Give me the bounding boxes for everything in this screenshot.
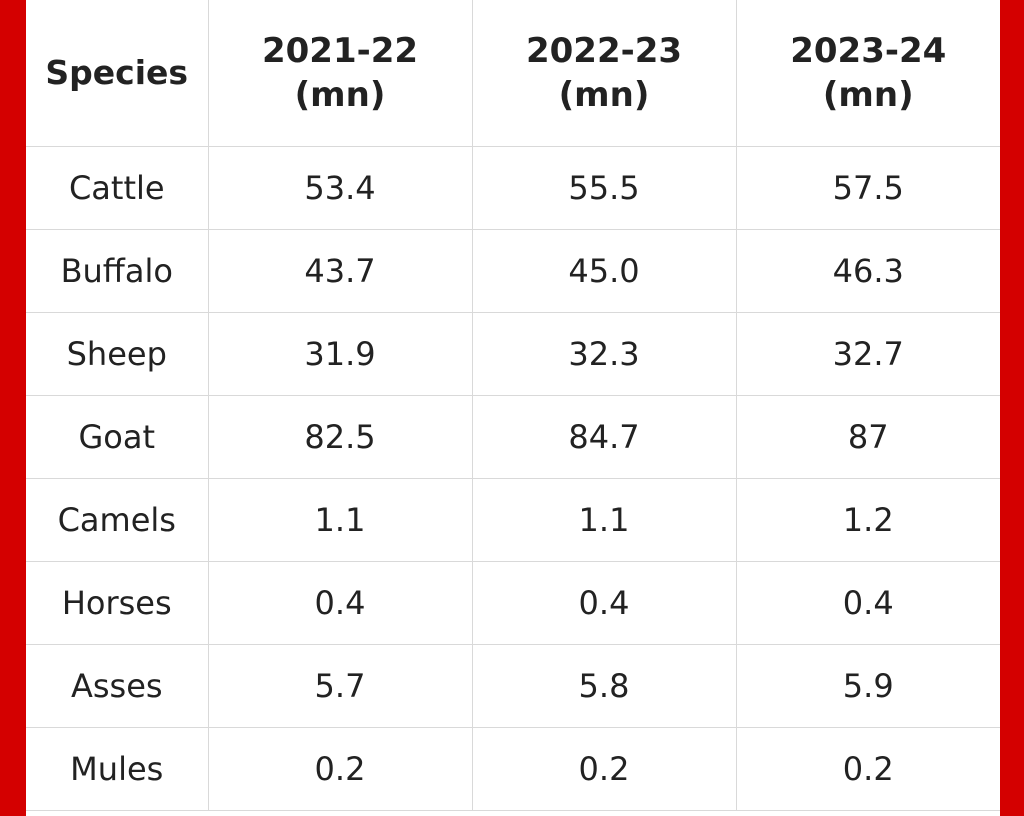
value-cell: 53.4 bbox=[207, 146, 473, 230]
value-cell: 0.4 bbox=[471, 561, 737, 645]
value-cell: 5.9 bbox=[735, 644, 1000, 728]
table-row: Mules 0.2 0.2 0.2 bbox=[26, 727, 1000, 811]
value-cell: 1.1 bbox=[471, 478, 737, 562]
table-row: Sheep 31.9 32.3 32.7 bbox=[26, 312, 1000, 396]
header-unit: (mn) bbox=[822, 75, 914, 115]
species-cell: Cattle bbox=[26, 146, 209, 230]
header-year: 2022-23 bbox=[525, 30, 683, 71]
value-cell: 0.2 bbox=[207, 727, 473, 811]
value-cell: 82.5 bbox=[207, 395, 473, 479]
species-cell: Camels bbox=[26, 478, 209, 562]
value-cell: 31.9 bbox=[207, 312, 473, 396]
value-cell: 55.5 bbox=[471, 146, 737, 230]
value-cell: 43.7 bbox=[207, 229, 473, 313]
species-cell: Buffalo bbox=[26, 229, 209, 313]
table-panel: Species 2021-22 (mn) 2022-23 (mn) 2023-2… bbox=[26, 0, 1000, 816]
species-cell: Sheep bbox=[26, 312, 209, 396]
value-cell: 0.4 bbox=[735, 561, 1000, 645]
table-row: Cattle 53.4 55.5 57.5 bbox=[26, 146, 1000, 230]
header-year: 2021-22 bbox=[261, 30, 419, 71]
value-cell: 46.3 bbox=[735, 229, 1000, 313]
header-unit: (mn) bbox=[294, 75, 386, 115]
species-cell: Mules bbox=[26, 727, 209, 811]
table-row: Horses 0.4 0.4 0.4 bbox=[26, 561, 1000, 645]
value-cell: 32.3 bbox=[471, 312, 737, 396]
value-cell: 5.8 bbox=[471, 644, 737, 728]
species-cell: Horses bbox=[26, 561, 209, 645]
header-2023-24: 2023-24 (mn) bbox=[735, 0, 1000, 147]
value-cell: 0.4 bbox=[207, 561, 473, 645]
header-species: Species bbox=[26, 0, 209, 147]
table-row: Camels 1.1 1.1 1.2 bbox=[26, 478, 1000, 562]
value-cell: 0.2 bbox=[735, 727, 1000, 811]
table-row: Goat 82.5 84.7 87 bbox=[26, 395, 1000, 479]
header-2022-23: 2022-23 (mn) bbox=[471, 0, 737, 147]
value-cell: 0.2 bbox=[471, 727, 737, 811]
header-year: 2023-24 bbox=[790, 30, 947, 71]
value-cell: 32.7 bbox=[735, 312, 1000, 396]
value-cell: 45.0 bbox=[471, 229, 737, 313]
value-cell: 84.7 bbox=[471, 395, 737, 479]
species-cell: Goat bbox=[26, 395, 209, 479]
header-unit: (mn) bbox=[558, 75, 650, 115]
table-row: Asses 5.7 5.8 5.9 bbox=[26, 644, 1000, 728]
header-2021-22: 2021-22 (mn) bbox=[207, 0, 473, 147]
value-cell: 57.5 bbox=[735, 146, 1000, 230]
species-cell: Asses bbox=[26, 644, 209, 728]
value-cell: 1.1 bbox=[207, 478, 473, 562]
header-row: Species 2021-22 (mn) 2022-23 (mn) 2023-2… bbox=[26, 0, 1000, 147]
value-cell: 87 bbox=[735, 395, 1000, 479]
value-cell: 1.2 bbox=[735, 478, 1000, 562]
value-cell: 5.7 bbox=[207, 644, 473, 728]
livestock-population-table: Species 2021-22 (mn) 2022-23 (mn) 2023-2… bbox=[26, 0, 1000, 811]
table-body: Cattle 53.4 55.5 57.5 Buffalo 43.7 45.0 46.3 She… bbox=[26, 146, 1000, 811]
table-row: Buffalo 43.7 45.0 46.3 bbox=[26, 229, 1000, 313]
